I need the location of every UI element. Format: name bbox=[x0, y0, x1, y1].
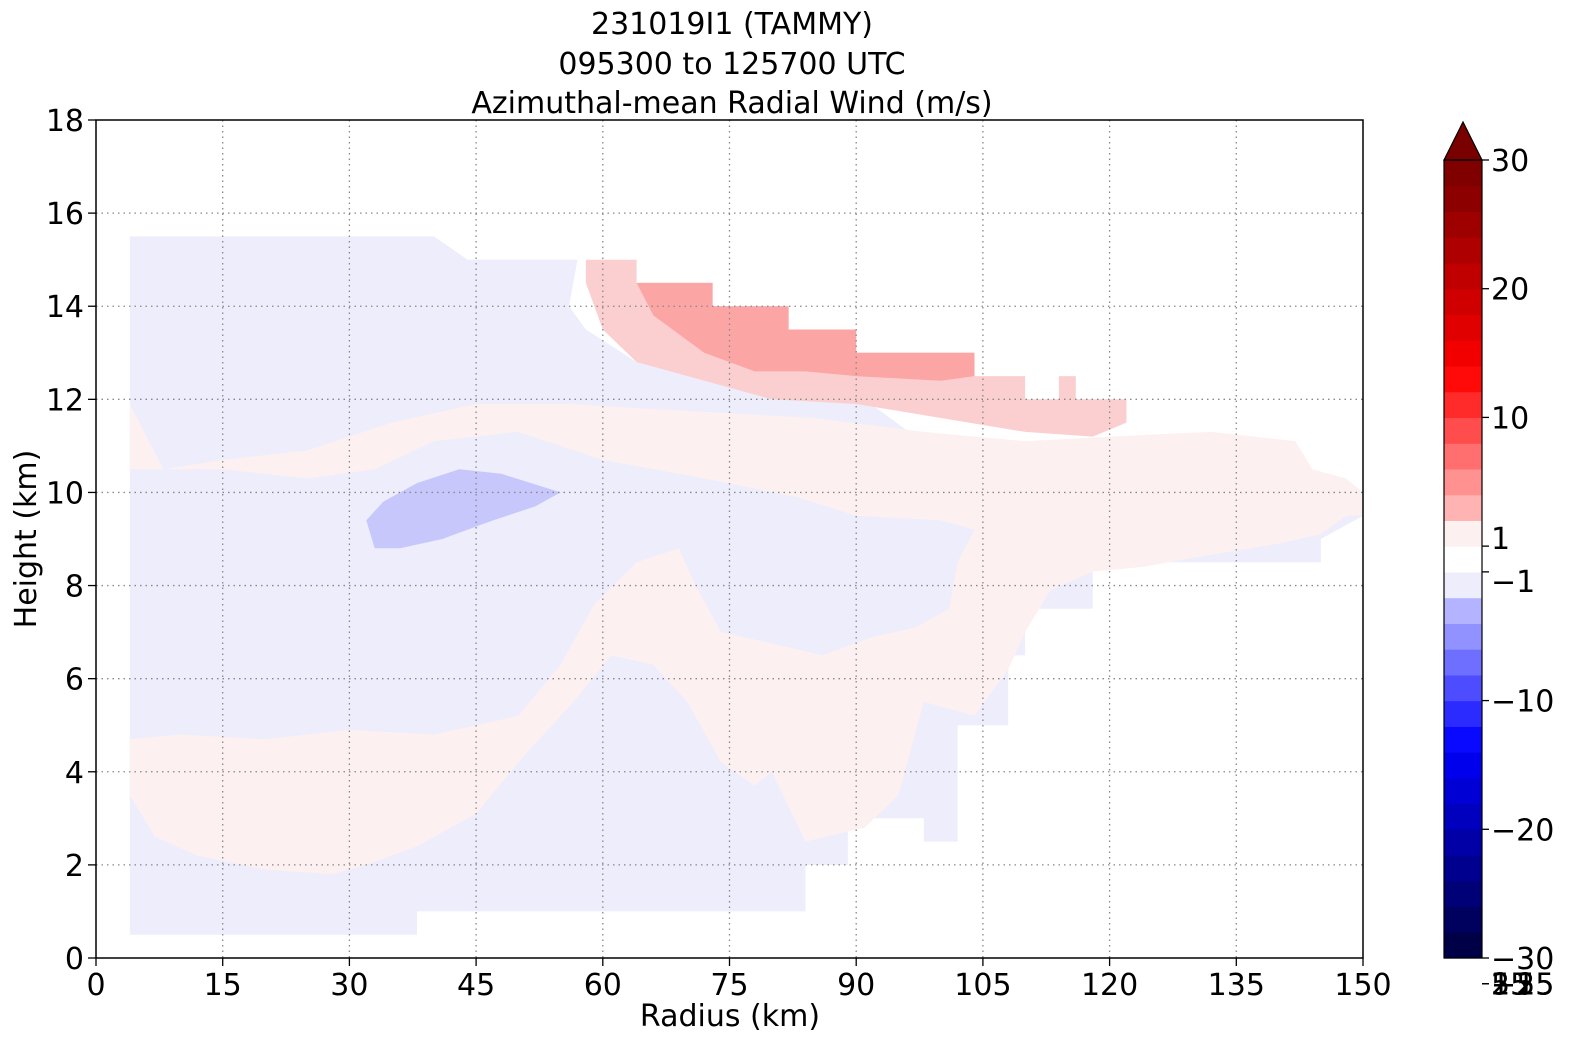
colorbar-band bbox=[1444, 777, 1482, 805]
colorbar-tick-label: 1 bbox=[1491, 522, 1510, 557]
colorbar-band bbox=[1444, 803, 1482, 830]
y-tick-label: 0 bbox=[65, 942, 84, 977]
colorbar-band bbox=[1444, 674, 1482, 702]
colorbar-band bbox=[1444, 262, 1482, 290]
chart-title-line-2: 095300 to 125700 UTC bbox=[558, 47, 905, 82]
grid-lines bbox=[96, 120, 1363, 958]
colorbar-band bbox=[1444, 649, 1482, 676]
colorbar-band bbox=[1444, 726, 1482, 753]
colorbar-band bbox=[1444, 623, 1482, 650]
y-axis-ticks: 0 2 4 6 8 10 12 14 16 18 bbox=[46, 104, 96, 977]
x-tick-label: 15 bbox=[204, 968, 242, 1003]
x-tick-label: 0 bbox=[86, 968, 105, 1003]
x-tick-label: 75 bbox=[710, 968, 748, 1003]
colorbar-tick-label: 30 bbox=[1491, 144, 1529, 179]
y-tick-label: 10 bbox=[46, 476, 84, 511]
colorbar-band bbox=[1444, 185, 1482, 213]
chart-title-line-3: Azimuthal-mean Radial Wind (m/s) bbox=[471, 86, 992, 121]
colorbar-band bbox=[1444, 494, 1482, 521]
x-tick-label: 30 bbox=[330, 968, 368, 1003]
contour-region-1 bbox=[129, 404, 1363, 875]
plot-area: 0 15 30 45 60 75 90 105 120 135 150 0 2 4 6 8 10 12 14 16 1… bbox=[46, 104, 1392, 1003]
colorbar-band bbox=[1444, 160, 1482, 187]
y-tick-label: 8 bbox=[65, 570, 84, 605]
colorbar-tick-label: −5 bbox=[1491, 968, 1535, 1003]
colorbar-band bbox=[1444, 520, 1482, 547]
colorbar-band bbox=[1444, 365, 1482, 393]
colorbar-band bbox=[1444, 237, 1482, 264]
chart-title-line-1: 231019I1 (TAMMY) bbox=[591, 7, 873, 42]
colorbar-tick-label: 15 bbox=[1491, 968, 1529, 1003]
colorbar-ticks: 30 25 20 15 10 5 1 −1 −5 −10 −15 −20 −25−30 bbox=[1482, 144, 1554, 1003]
colorbar-band bbox=[1444, 829, 1482, 856]
colorbar-band bbox=[1444, 932, 1482, 959]
x-tick-label: 45 bbox=[457, 968, 495, 1003]
colorbar-band bbox=[1444, 391, 1482, 419]
colorbar-band bbox=[1444, 417, 1482, 444]
contour-region-2 bbox=[366, 469, 561, 549]
colorbar-tick-label: 20 bbox=[1491, 273, 1529, 308]
y-tick-label: 18 bbox=[46, 104, 84, 139]
colorbar-band bbox=[1444, 443, 1482, 470]
y-tick-label: 14 bbox=[46, 290, 84, 325]
y-axis-label: Height (km) bbox=[9, 450, 44, 629]
colorbar-band bbox=[1444, 211, 1482, 238]
colorbar-band bbox=[1444, 340, 1482, 367]
colorbar-band bbox=[1444, 906, 1482, 933]
colorbar-bands bbox=[1444, 160, 1482, 959]
y-tick-label: 2 bbox=[65, 849, 84, 884]
y-tick-label: 4 bbox=[65, 756, 84, 791]
colorbar-tick-label: −30 bbox=[1491, 942, 1554, 977]
colorbar-band bbox=[1444, 752, 1482, 779]
x-tick-label: 150 bbox=[1334, 968, 1391, 1003]
colorbar-tick-label: 25 bbox=[1491, 968, 1529, 1003]
colorbar-band bbox=[1444, 546, 1482, 573]
y-tick-label: 6 bbox=[65, 663, 84, 698]
colorbar-band bbox=[1444, 880, 1482, 908]
colorbar-tick-label: −15 bbox=[1491, 968, 1554, 1003]
x-tick-label: 120 bbox=[1081, 968, 1138, 1003]
colorbar-band bbox=[1444, 700, 1482, 727]
x-tick-label: 60 bbox=[584, 968, 622, 1003]
x-tick-label: 135 bbox=[1208, 968, 1265, 1003]
y-tick-label: 16 bbox=[46, 197, 84, 232]
x-tick-label: 90 bbox=[837, 968, 875, 1003]
colorbar: 30 25 20 15 10 5 1 −1 −5 −10 −15 −20 −25−30 bbox=[1443, 120, 1554, 1003]
contour-region-4 bbox=[636, 282, 975, 381]
x-axis-ticks: 0 15 30 45 60 75 90 105 120 135 150 bbox=[86, 958, 1392, 1003]
colorbar-tick-label: −25 bbox=[1491, 968, 1554, 1003]
x-axis-label: Radius (km) bbox=[640, 999, 820, 1034]
colorbar-tick-label: 10 bbox=[1491, 401, 1529, 436]
colorbar-band bbox=[1444, 314, 1482, 341]
colorbar-tick-label: −1 bbox=[1491, 565, 1535, 600]
y-tick-label: 12 bbox=[46, 383, 84, 418]
colorbar-tick-label: −10 bbox=[1491, 685, 1554, 720]
colorbar-band bbox=[1444, 468, 1482, 496]
colorbar-tick-label: −20 bbox=[1491, 813, 1554, 848]
colorbar-band bbox=[1444, 571, 1482, 599]
colorbar-tick-label: 5 bbox=[1491, 968, 1510, 1003]
colorbar-band bbox=[1444, 288, 1482, 316]
colorbar-extend-arrow bbox=[1443, 120, 1483, 161]
colorbar-frame bbox=[1443, 159, 1483, 959]
colorbar-band bbox=[1444, 597, 1482, 624]
x-tick-label: 105 bbox=[954, 968, 1011, 1003]
colorbar-band bbox=[1444, 855, 1482, 882]
